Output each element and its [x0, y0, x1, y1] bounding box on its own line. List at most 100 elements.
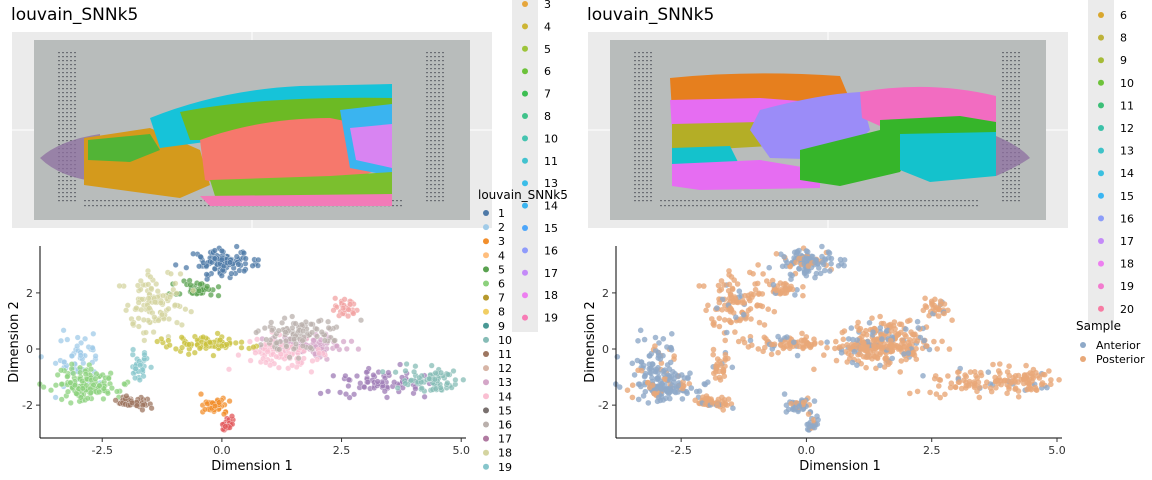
umap-point-cluster-16	[325, 324, 332, 331]
fiducial-mark	[200, 205, 202, 207]
fiducial-mark	[74, 104, 76, 106]
fiducial-mark	[426, 56, 428, 58]
fiducial-mark	[396, 200, 398, 202]
umap-point-sample	[749, 342, 755, 349]
umap-point-sample	[727, 305, 734, 312]
fiducial-mark	[642, 52, 644, 54]
fiducial-mark	[442, 192, 444, 194]
fiducial-mark	[442, 172, 444, 174]
umap-point-sample	[833, 357, 840, 364]
umap-point-cluster-1	[218, 256, 225, 263]
umap-point-cluster-18	[124, 302, 131, 309]
fiducial-mark	[650, 156, 652, 158]
umap-point-cluster-9	[363, 369, 370, 376]
legend-label-anterior: Anterior	[1096, 339, 1141, 352]
fiducial-mark	[768, 200, 770, 202]
fiducial-mark	[120, 200, 122, 202]
fiducial-mark	[1018, 192, 1020, 194]
umap-point-cluster-18	[166, 316, 172, 322]
umap-point-cluster-6	[71, 382, 78, 389]
umap-point-sample	[896, 344, 902, 351]
fiducial-mark	[650, 96, 652, 98]
fiducial-mark	[434, 68, 436, 70]
fiducial-mark	[650, 144, 652, 146]
legend-key-14	[483, 393, 489, 400]
umap-point-sample	[855, 319, 861, 326]
umap-point-cluster-1	[242, 255, 249, 262]
umap-point-cluster-16	[289, 313, 296, 320]
fiducial-mark	[650, 180, 652, 182]
fiducial-mark	[642, 132, 644, 134]
umap-point-sample	[638, 359, 644, 365]
legend-key-posterior	[1080, 356, 1086, 362]
fiducial-mark	[1018, 84, 1020, 86]
umap-point-cluster-18	[165, 305, 172, 312]
legend-label-9: 9	[1120, 54, 1127, 67]
fiducial-mark	[860, 205, 862, 207]
fiducial-mark	[646, 200, 648, 202]
fiducial-mark	[650, 76, 652, 78]
fiducial-mark	[638, 60, 640, 62]
umap-point-cluster-9	[361, 383, 368, 390]
fiducial-mark	[650, 72, 652, 74]
fiducial-mark	[442, 136, 444, 138]
tail-region	[996, 136, 1030, 176]
umap-point-sample	[781, 391, 788, 397]
umap-point-sample	[713, 365, 719, 372]
fiducial-mark	[676, 205, 678, 207]
umap-point-sample	[966, 378, 973, 385]
fiducial-mark	[840, 200, 842, 202]
legend-label-18: 18	[544, 289, 558, 302]
umap-point-sample	[1046, 368, 1052, 374]
fiducial-mark	[952, 200, 954, 202]
fiducial-mark	[70, 104, 72, 106]
fiducial-mark	[638, 172, 640, 174]
fiducial-mark	[1010, 176, 1012, 178]
umap-point-sample	[899, 337, 906, 344]
fiducial-mark	[642, 124, 644, 126]
umap-point-sample	[769, 346, 776, 352]
umap-point-cluster-3	[198, 391, 204, 398]
umap-point-cluster-8	[232, 339, 239, 346]
fiducial-mark	[646, 96, 648, 98]
umap-point-cluster-18	[150, 329, 157, 336]
fiducial-mark	[168, 200, 170, 202]
umap-point-cluster-1	[197, 253, 204, 260]
fiducial-mark	[1014, 76, 1016, 78]
fiducial-mark	[426, 156, 428, 158]
fiducial-mark	[1018, 132, 1020, 134]
fiducial-mark	[920, 205, 922, 207]
umap-point-cluster-16	[276, 346, 283, 353]
fiducial-mark	[852, 200, 854, 202]
fiducial-mark	[720, 200, 722, 202]
fiducial-mark	[896, 200, 898, 202]
umap-point-sample	[932, 296, 938, 303]
fiducial-mark	[1010, 116, 1012, 118]
fiducial-mark	[58, 108, 60, 110]
umap-point-cluster-6	[121, 380, 128, 387]
umap-point-sample	[717, 377, 724, 383]
umap-point-sample	[755, 262, 761, 268]
fiducial-mark	[638, 108, 640, 110]
fiducial-mark	[434, 116, 436, 118]
x-tick-label: -2.5	[670, 444, 691, 457]
fiducial-mark	[1006, 60, 1008, 62]
fiducial-mark	[646, 92, 648, 94]
fiducial-mark	[828, 200, 830, 202]
fiducial-mark	[1010, 104, 1012, 106]
fiducial-mark	[692, 200, 694, 202]
fiducial-mark	[392, 200, 394, 202]
umap-point-sample	[661, 371, 667, 378]
umap-point-sample	[705, 302, 711, 309]
fiducial-mark	[442, 52, 444, 54]
umap-point-sample	[747, 337, 754, 344]
fiducial-mark	[438, 196, 440, 198]
fiducial-mark	[1006, 72, 1008, 74]
fiducial-mark	[712, 200, 714, 202]
umap-point-sample	[982, 383, 988, 390]
fiducial-mark	[646, 132, 648, 134]
fiducial-mark	[634, 152, 636, 154]
fiducial-mark	[638, 52, 640, 54]
fiducial-mark	[1002, 100, 1004, 102]
fiducial-mark	[88, 205, 90, 207]
